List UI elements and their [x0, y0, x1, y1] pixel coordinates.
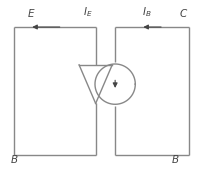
Text: $I_B$: $I_B$: [141, 5, 150, 19]
Text: $I_E$: $I_E$: [83, 5, 92, 19]
Text: C: C: [179, 9, 186, 19]
Text: B: B: [171, 155, 178, 165]
Text: B: B: [10, 155, 17, 165]
Text: E: E: [28, 9, 34, 19]
